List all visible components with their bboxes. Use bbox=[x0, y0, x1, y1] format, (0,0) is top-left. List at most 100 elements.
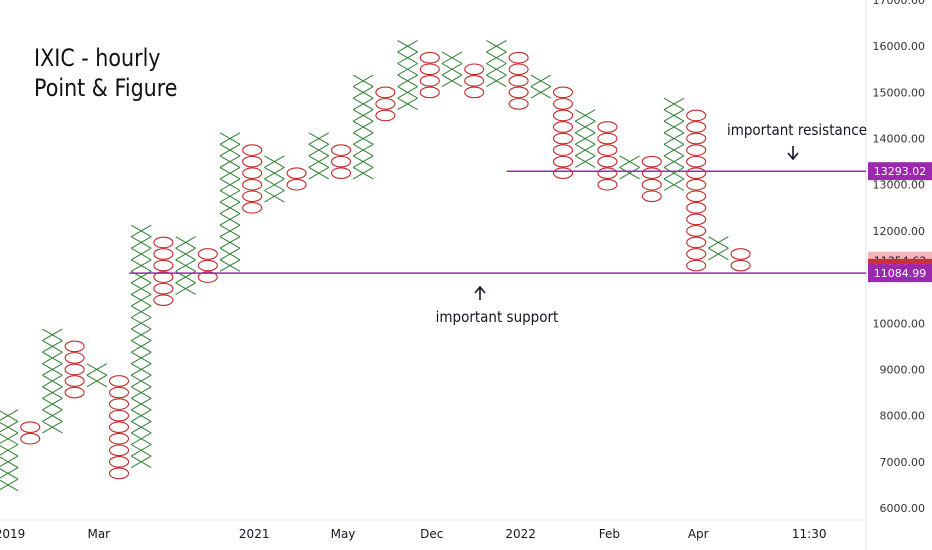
o-box bbox=[153, 294, 174, 307]
o-box bbox=[597, 144, 618, 156]
o-box bbox=[286, 167, 307, 180]
o-box bbox=[242, 190, 263, 203]
x-box bbox=[574, 109, 596, 122]
o-box bbox=[686, 236, 707, 249]
o-box bbox=[108, 432, 130, 445]
o-box bbox=[64, 375, 85, 387]
o-box bbox=[686, 132, 707, 145]
x-box bbox=[42, 328, 63, 342]
x-box bbox=[175, 236, 196, 249]
x-box bbox=[264, 166, 285, 180]
o-box bbox=[641, 167, 662, 180]
o-box bbox=[686, 213, 707, 226]
x-box bbox=[130, 224, 152, 238]
y-tick-label: 7000.00 bbox=[880, 456, 926, 469]
x-box bbox=[397, 86, 418, 99]
o-box bbox=[686, 155, 707, 168]
o-box bbox=[242, 155, 263, 168]
chart-title-line-2: Point & Figure bbox=[34, 74, 178, 102]
o-box bbox=[375, 98, 396, 110]
o-box bbox=[686, 201, 707, 214]
up-arrow-icon bbox=[474, 285, 486, 294]
x-box bbox=[130, 328, 152, 342]
x-box bbox=[663, 97, 685, 111]
x-box bbox=[42, 409, 63, 422]
o-box bbox=[375, 86, 396, 99]
o-box bbox=[153, 282, 174, 295]
o-box bbox=[552, 98, 574, 110]
x-box bbox=[130, 236, 152, 249]
x-box bbox=[130, 444, 152, 457]
o-box bbox=[153, 259, 174, 272]
o-box bbox=[108, 467, 130, 480]
o-box bbox=[153, 236, 174, 249]
o-box bbox=[286, 178, 307, 191]
x-box bbox=[352, 155, 374, 168]
o-box bbox=[464, 63, 485, 76]
x-box bbox=[264, 178, 285, 191]
x-box bbox=[219, 155, 241, 168]
y-tick-label: 14000.00 bbox=[873, 133, 926, 146]
x-tick-label: Apr bbox=[688, 527, 709, 541]
o-box bbox=[552, 86, 574, 99]
x-box bbox=[352, 132, 374, 145]
x-box bbox=[130, 386, 152, 399]
o-box bbox=[508, 51, 529, 64]
x-box bbox=[397, 39, 418, 53]
o-box bbox=[153, 271, 174, 283]
o-box bbox=[330, 155, 352, 168]
x-box bbox=[86, 363, 108, 376]
y-tick-label: 16000.00 bbox=[873, 40, 926, 53]
x-tick-label: Feb bbox=[599, 527, 620, 541]
x-box bbox=[264, 155, 285, 168]
x-box bbox=[574, 143, 596, 157]
o-box bbox=[641, 190, 662, 203]
o-box bbox=[597, 155, 618, 168]
x-box bbox=[308, 132, 330, 145]
o-box bbox=[552, 121, 574, 133]
o-box bbox=[641, 155, 662, 168]
o-box bbox=[20, 432, 41, 445]
x-box bbox=[42, 374, 63, 388]
o-box bbox=[108, 409, 130, 422]
x-box bbox=[219, 247, 241, 261]
x-box bbox=[397, 74, 418, 88]
chart-title-line-1: IXIC - hourly bbox=[34, 44, 161, 72]
y-tick-label: 17000.00 bbox=[873, 0, 926, 7]
o-box bbox=[375, 109, 396, 122]
y-tick-label: 6000.00 bbox=[880, 502, 926, 515]
x-tick-label: 2019 bbox=[0, 527, 25, 541]
y-tick-label: 8000.00 bbox=[880, 410, 926, 423]
o-box bbox=[108, 455, 130, 468]
x-box bbox=[397, 97, 418, 111]
o-box bbox=[242, 167, 263, 180]
o-box bbox=[464, 74, 485, 87]
o-box bbox=[686, 144, 707, 156]
o-box bbox=[597, 121, 618, 133]
x-box bbox=[175, 247, 196, 261]
o-box bbox=[508, 98, 529, 110]
x-box bbox=[42, 351, 63, 365]
x-box bbox=[530, 86, 552, 99]
o-box bbox=[197, 259, 218, 272]
o-box bbox=[108, 375, 130, 387]
x-box bbox=[219, 143, 241, 157]
o-box bbox=[108, 421, 130, 434]
x-box bbox=[663, 143, 685, 157]
y-tick-label: 9000.00 bbox=[880, 363, 926, 376]
resistance-annotation: important resistance bbox=[727, 122, 867, 139]
x-box bbox=[0, 455, 19, 468]
x-box bbox=[0, 467, 19, 479]
y-tick-label: 10000.00 bbox=[873, 317, 926, 330]
x-box bbox=[130, 259, 152, 272]
o-box bbox=[508, 86, 529, 99]
o-box bbox=[552, 144, 574, 156]
o-box bbox=[330, 167, 352, 180]
x-box bbox=[663, 109, 685, 122]
x-box bbox=[219, 236, 241, 249]
o-box bbox=[686, 225, 707, 237]
x-box bbox=[130, 397, 152, 411]
x-box bbox=[219, 132, 241, 145]
o-box bbox=[552, 109, 574, 122]
o-box bbox=[242, 144, 263, 156]
